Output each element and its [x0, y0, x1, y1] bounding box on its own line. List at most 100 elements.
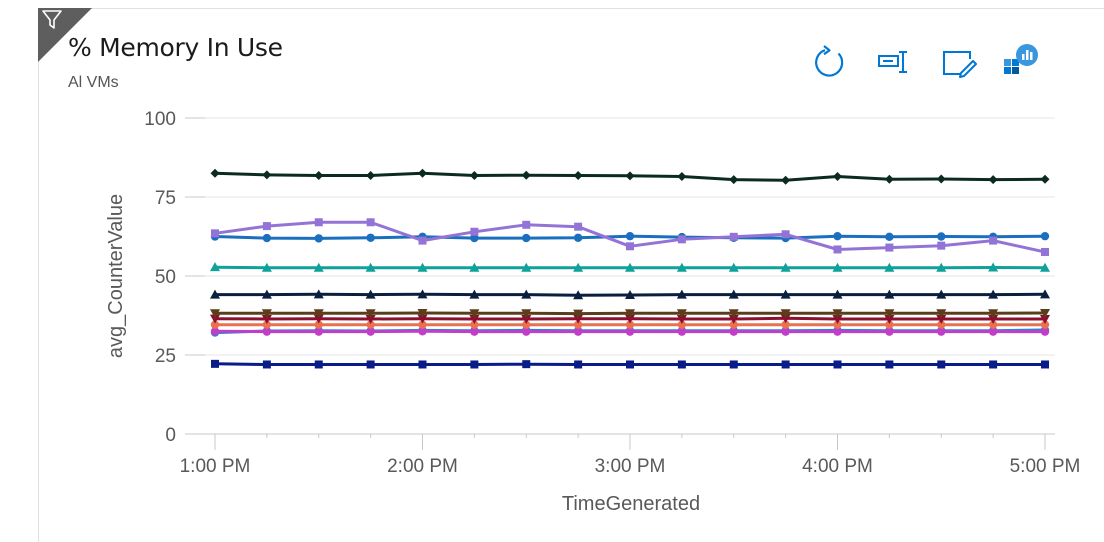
data-point[interactable]	[988, 289, 999, 299]
data-point[interactable]	[728, 289, 739, 299]
data-point[interactable]	[573, 290, 584, 300]
data-point[interactable]	[885, 320, 894, 329]
data-point[interactable]	[314, 218, 323, 227]
data-point[interactable]	[832, 314, 843, 324]
data-point[interactable]	[262, 360, 271, 369]
data-point[interactable]	[470, 327, 479, 336]
pin-to-dashboard-icon[interactable]	[1002, 42, 1040, 80]
data-point[interactable]	[729, 327, 738, 336]
data-point[interactable]	[781, 327, 790, 336]
data-point[interactable]	[314, 234, 323, 243]
data-point[interactable]	[210, 309, 220, 319]
data-point[interactable]	[521, 170, 531, 180]
data-point[interactable]	[313, 314, 324, 324]
data-point[interactable]	[884, 262, 895, 272]
data-point[interactable]	[418, 360, 427, 369]
data-point[interactable]	[365, 309, 376, 319]
data-point[interactable]	[417, 308, 428, 318]
data-point[interactable]	[470, 320, 479, 329]
data-point[interactable]	[574, 222, 583, 231]
data-point[interactable]	[210, 168, 220, 178]
data-point[interactable]	[210, 289, 220, 299]
data-point[interactable]	[261, 289, 272, 299]
data-point[interactable]	[522, 220, 531, 229]
data-point[interactable]	[521, 262, 532, 272]
data-point[interactable]	[936, 309, 947, 319]
data-point[interactable]	[885, 360, 894, 369]
data-point[interactable]	[626, 360, 634, 369]
data-point[interactable]	[210, 262, 220, 272]
data-point[interactable]	[1040, 308, 1050, 318]
data-point[interactable]	[677, 171, 687, 181]
data-point[interactable]	[832, 262, 843, 272]
data-point[interactable]	[937, 320, 946, 329]
data-point[interactable]	[262, 327, 272, 336]
data-point[interactable]	[1040, 289, 1050, 299]
edit-icon[interactable]	[940, 43, 978, 81]
data-point[interactable]	[729, 360, 738, 369]
data-point[interactable]	[522, 233, 531, 243]
data-point[interactable]	[833, 231, 842, 241]
data-point[interactable]	[884, 314, 895, 324]
data-point[interactable]	[521, 289, 532, 299]
data-point[interactable]	[625, 320, 635, 329]
data-point[interactable]	[676, 314, 687, 324]
data-point[interactable]	[833, 327, 842, 336]
data-point[interactable]	[936, 314, 947, 324]
data-point[interactable]	[1041, 247, 1049, 256]
data-point[interactable]	[366, 171, 376, 181]
data-point[interactable]	[573, 309, 584, 319]
data-point[interactable]	[210, 327, 220, 336]
data-point[interactable]	[469, 289, 480, 299]
data-point[interactable]	[211, 359, 219, 368]
data-point[interactable]	[936, 174, 946, 184]
data-point[interactable]	[314, 360, 323, 369]
data-point[interactable]	[884, 289, 895, 299]
data-point[interactable]	[728, 262, 739, 272]
data-point[interactable]	[936, 289, 947, 299]
data-point[interactable]	[781, 320, 790, 329]
data-point[interactable]	[521, 309, 532, 319]
data-point[interactable]	[729, 232, 738, 241]
data-point[interactable]	[314, 327, 323, 336]
data-point[interactable]	[366, 233, 375, 242]
data-point[interactable]	[366, 327, 375, 336]
data-point[interactable]	[728, 309, 739, 319]
data-point[interactable]	[936, 262, 947, 272]
data-point[interactable]	[676, 262, 687, 272]
data-point[interactable]	[1041, 360, 1049, 369]
data-point[interactable]	[1040, 327, 1050, 336]
data-point[interactable]	[989, 236, 998, 245]
data-point[interactable]	[521, 314, 532, 324]
data-point[interactable]	[313, 309, 324, 319]
data-point[interactable]	[418, 327, 427, 336]
data-point[interactable]	[211, 229, 219, 238]
data-point[interactable]	[366, 360, 375, 369]
data-point[interactable]	[261, 309, 272, 319]
data-point[interactable]	[417, 262, 428, 272]
data-point[interactable]	[313, 262, 324, 272]
data-point[interactable]	[417, 314, 428, 324]
data-point[interactable]	[833, 360, 842, 369]
data-point[interactable]	[677, 235, 686, 244]
data-point[interactable]	[314, 320, 323, 329]
data-point[interactable]	[780, 262, 791, 272]
data-point[interactable]	[625, 314, 635, 324]
data-point[interactable]	[885, 327, 894, 336]
data-point[interactable]	[418, 320, 427, 329]
data-point[interactable]	[625, 171, 635, 181]
data-point[interactable]	[469, 262, 480, 272]
data-point[interactable]	[573, 320, 583, 329]
data-point[interactable]	[937, 327, 946, 336]
data-point[interactable]	[832, 289, 843, 299]
data-point[interactable]	[833, 245, 842, 254]
data-point[interactable]	[728, 314, 739, 324]
data-point[interactable]	[625, 289, 635, 299]
data-point[interactable]	[676, 309, 687, 319]
data-point[interactable]	[470, 227, 479, 236]
data-point[interactable]	[937, 232, 946, 241]
data-point[interactable]	[1040, 314, 1050, 324]
data-point[interactable]	[261, 314, 272, 324]
data-point[interactable]	[884, 309, 895, 319]
data-point[interactable]	[729, 320, 738, 329]
